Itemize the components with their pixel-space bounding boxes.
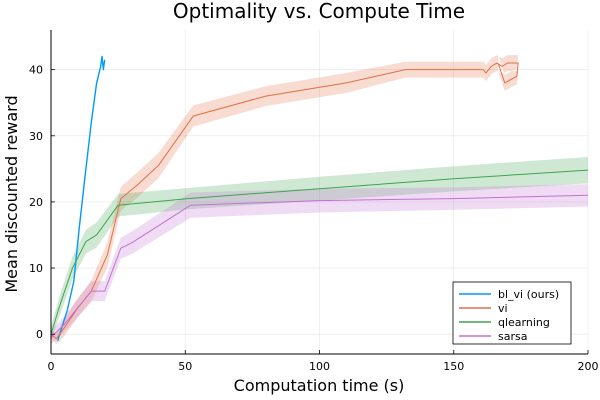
y-tick-label-1: 10 <box>29 262 43 275</box>
grid <box>50 30 589 354</box>
confidence-bands <box>51 55 588 345</box>
x-tick-label-2: 100 <box>309 360 330 373</box>
series-line-0 <box>57 55 106 341</box>
y-tick-label-3: 30 <box>29 130 43 143</box>
band-3 <box>51 184 588 345</box>
tick-labels: 0 50 100 150 200 0 10 20 30 40 <box>29 64 599 373</box>
x-tick-label-3: 150 <box>443 360 464 373</box>
series-line-3 <box>50 194 589 338</box>
legend-label-2: qlearning <box>498 316 550 329</box>
x-axis-label: Computation time (s) <box>234 376 405 395</box>
legend-label-0: bl_vi (ours) <box>498 288 559 301</box>
legend-label-1: vi <box>498 302 508 315</box>
y-tick-label-2: 20 <box>29 196 43 209</box>
axes <box>50 30 589 355</box>
chart-title: Optimality vs. Compute Time <box>173 0 465 23</box>
legend-label-3: sarsa <box>498 330 527 343</box>
x-tick-label-4: 200 <box>578 360 599 373</box>
y-tick-label-0: 0 <box>36 328 43 341</box>
x-tick-label-1: 50 <box>178 360 192 373</box>
x-tick-label-0: 0 <box>48 360 55 373</box>
y-axis-label: Mean discounted reward <box>2 95 21 292</box>
band-2 <box>51 156 588 341</box>
y-tick-label-4: 40 <box>29 64 43 77</box>
series-line-2 <box>50 169 589 335</box>
series-lines <box>50 55 589 341</box>
legend-box <box>452 281 572 345</box>
